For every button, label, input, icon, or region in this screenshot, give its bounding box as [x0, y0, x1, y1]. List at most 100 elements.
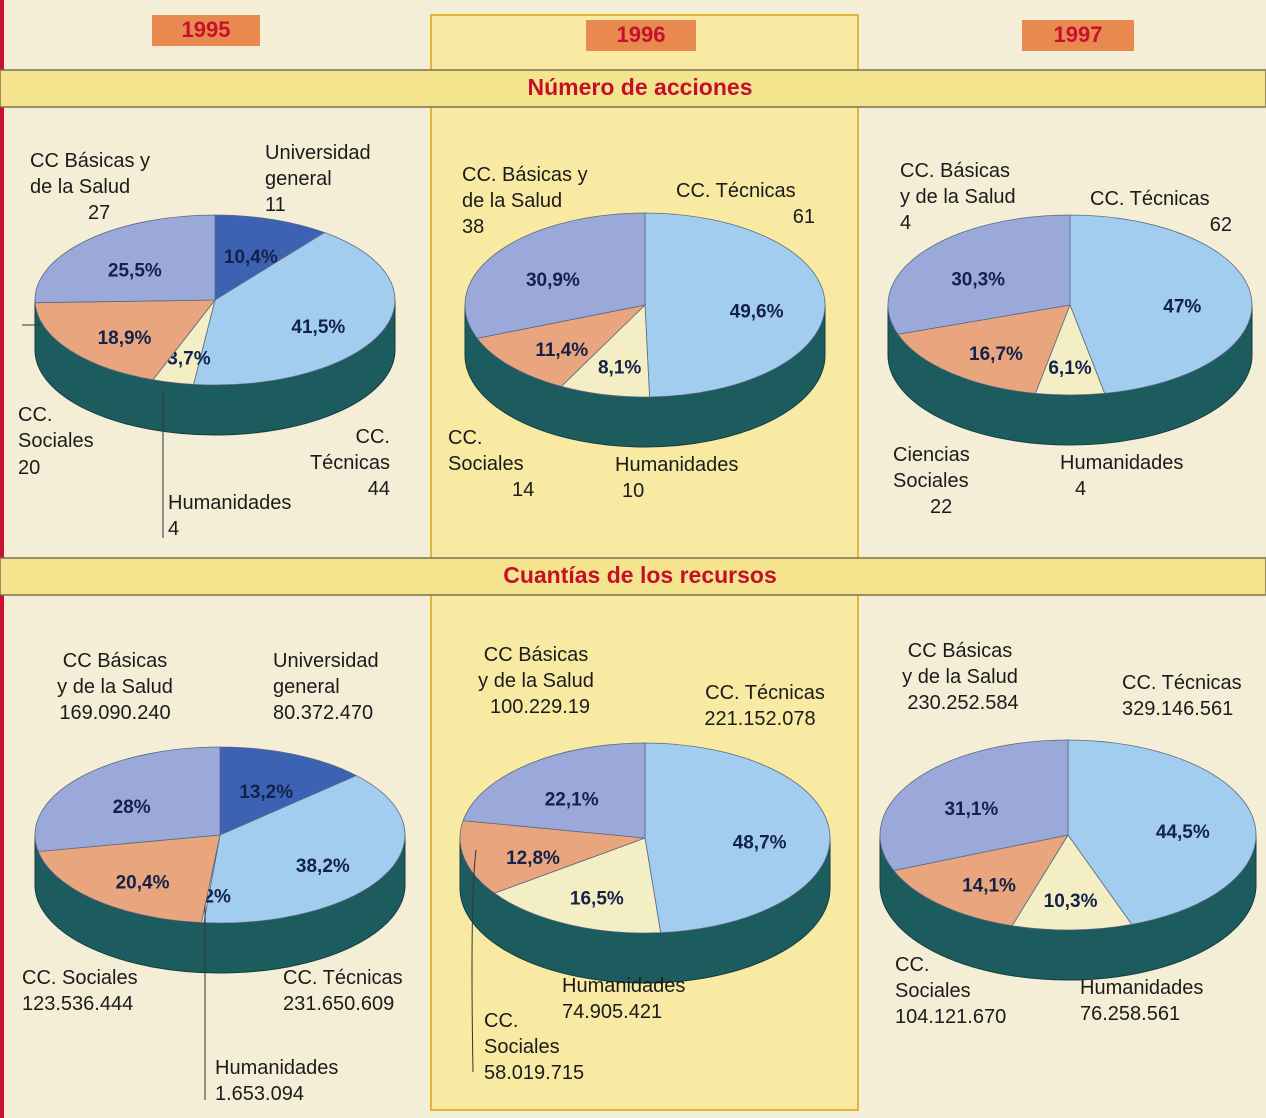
amount-label: 14	[512, 479, 535, 501]
pie-slice	[462, 742, 646, 839]
pie-slice	[476, 304, 647, 387]
category-label: CC. Sociales	[22, 967, 138, 989]
pie-slice	[644, 212, 826, 398]
pie-slice	[879, 739, 1069, 871]
category-label: CC. Sociales	[18, 404, 94, 452]
slice-value-label: 6,1%	[1048, 358, 1091, 379]
section-bar	[0, 69, 1266, 108]
category-label: CC. Sociales	[895, 954, 971, 1002]
pie-slice	[34, 746, 221, 852]
category-label: CC Básicas y de la Salud	[902, 640, 1018, 688]
slice-value-label: 16,7%	[969, 344, 1023, 365]
category-label: CC. Técnicas	[1090, 188, 1210, 210]
category-label: Humanidades	[562, 975, 686, 997]
amount-label: 123.536.444	[22, 993, 134, 1015]
category-label: Humanidades	[1060, 452, 1184, 474]
slice-value-label: 10,3%	[1044, 891, 1098, 912]
slice-value-label: 13,2%	[239, 782, 293, 803]
slice-value-label: 14,1%	[962, 875, 1016, 896]
pie-slice	[493, 837, 662, 934]
section-bar	[0, 557, 1266, 596]
slice-value-label: 22,1%	[545, 790, 599, 811]
year-label: 1995	[182, 17, 231, 42]
amount-label: 4	[1075, 478, 1087, 500]
category-label: CC. Básicas y de la Salud	[462, 164, 588, 212]
category-label: Universidad general	[265, 142, 371, 190]
category-label: CC. Técnicas	[309, 426, 390, 474]
amount-label: 61	[792, 206, 815, 228]
amount-label: 10	[622, 480, 645, 502]
pie-slice	[219, 746, 358, 836]
pies: 10,4% 41,5% 3,7% 18,9% 25,5% 49,6% 8,1% 11,4% 30…	[34, 212, 1257, 984]
category-label: CC Básicas y de la Salud	[478, 644, 594, 692]
year-box	[586, 20, 696, 51]
category-label: Ciencias Sociales	[893, 444, 970, 492]
slice-value-label: 16,5%	[570, 888, 624, 909]
year-label: 1997	[1054, 22, 1103, 47]
slice-value-label: 30,3%	[951, 270, 1005, 291]
category-label: CC. Técnicas	[1122, 672, 1242, 694]
pie-slice	[459, 820, 646, 894]
slice-value-label: 3,7%	[167, 348, 210, 369]
slice-value-label: 31,1%	[944, 799, 998, 820]
slice-value-label: 25,5%	[108, 260, 162, 281]
amount-label: 1.653.094	[215, 1083, 304, 1105]
amount-label: 100.229.19	[489, 696, 591, 718]
category-label: Humanidades	[615, 454, 739, 476]
amount-label: 230.252.584	[907, 692, 1019, 714]
pie-slice	[34, 299, 216, 381]
category-label: CC. Técnicas	[705, 682, 825, 704]
category-label: Humanidades	[215, 1057, 339, 1079]
pie-slice	[1067, 739, 1257, 925]
category-label: CC. Básicas y de la Salud	[900, 160, 1016, 208]
category-label: Universidad general	[273, 650, 379, 698]
category-label: Humanidades	[1080, 977, 1204, 999]
category-label: CC. Técnicas	[676, 180, 796, 202]
pie-slice	[193, 232, 396, 386]
category-label: CC Básicas y de la Salud	[57, 650, 173, 698]
amount-label: 38	[462, 216, 485, 238]
pie-slice	[34, 214, 216, 304]
amount-label: 62	[1209, 214, 1232, 236]
pie-slice	[203, 775, 406, 924]
amount-label: 80.372.470	[273, 702, 374, 724]
slice-value-label: 49,6%	[730, 301, 784, 322]
pie-slice	[1011, 834, 1133, 931]
slice-value-label: 48,7%	[733, 833, 787, 854]
pie-slice	[37, 834, 221, 923]
slice-value-label: 30,9%	[526, 270, 580, 291]
slice-value-label: 12,8%	[506, 848, 560, 869]
amount-label: 11	[265, 194, 286, 216]
slice-value-label: 11,4%	[535, 340, 588, 361]
amount-label: 221.152.078	[704, 708, 816, 730]
amount-label: 104.121.670	[895, 1006, 1007, 1028]
pie-slice	[214, 214, 326, 301]
year-box	[152, 15, 260, 46]
year-box	[1022, 20, 1134, 51]
amount-label: 58.019.715	[484, 1062, 585, 1084]
pie-slice	[892, 834, 1069, 927]
slice-value-label: 20,4%	[116, 872, 170, 893]
category-label: CC. Técnicas	[283, 967, 403, 989]
amount-label: 27	[88, 202, 111, 224]
slice-value-label: 41,5%	[291, 317, 345, 338]
slice-value-label: 28%	[113, 797, 151, 818]
slice-value-label: 10,4%	[224, 247, 278, 268]
slice-value-label: 38,2%	[296, 856, 350, 877]
slice-value-label: 8,1%	[598, 358, 641, 379]
section-title: Número de acciones	[528, 74, 753, 100]
pie-slice	[887, 214, 1071, 335]
slice-value-label: 18,9%	[98, 328, 152, 349]
section-title: Cuantías de los recursos	[503, 562, 777, 588]
amount-label: 44	[367, 478, 390, 500]
amount-label: 4	[900, 212, 912, 234]
category-label: CC Básicas y de la Salud	[30, 150, 151, 198]
slice-value-label: 44,5%	[1156, 822, 1210, 843]
amount-label: 329.146.561	[1122, 698, 1234, 720]
pie-slice	[644, 742, 831, 934]
category-label: CC. Sociales	[484, 1010, 560, 1058]
amount-label: 231.650.609	[283, 993, 395, 1015]
amount-label: 22	[930, 496, 953, 518]
